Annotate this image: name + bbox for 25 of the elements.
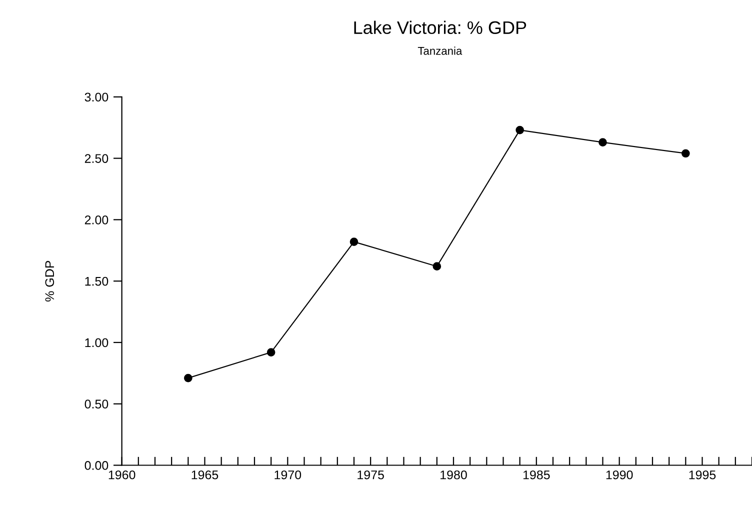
y-tick-label: 3.00 <box>84 92 108 102</box>
x-tick-label: 1985 <box>523 470 550 480</box>
x-tick-label: 1965 <box>192 470 218 480</box>
point <box>184 374 192 382</box>
x-tick-label: 1970 <box>274 470 302 480</box>
x-tick-label: 1995 <box>689 470 716 480</box>
x-tick-label: 1975 <box>358 470 384 480</box>
chart-title: Lake Victoria: % GDP <box>354 20 526 34</box>
x-tick-label: 1960 <box>108 470 136 480</box>
x-tick-label: 1980 <box>440 470 467 480</box>
y-tick-label: 2.50 <box>84 154 108 163</box>
y-tick-label: 0.00 <box>84 461 108 470</box>
y-tick-label: 1.00 <box>85 338 108 348</box>
point <box>266 348 276 356</box>
y-tick-label: 2.00 <box>84 215 108 224</box>
point <box>350 238 358 246</box>
point <box>682 149 690 158</box>
point <box>516 126 524 134</box>
x-tick-label: 1990 <box>606 470 633 480</box>
point <box>598 138 607 147</box>
point <box>432 262 442 271</box>
y-axis-title: % GDP <box>45 260 54 302</box>
y-tick-label: 1.50 <box>85 276 108 286</box>
y-tick-label: 0.50 <box>84 400 108 409</box>
chart-subtitle: Tanzania <box>418 46 462 55</box>
